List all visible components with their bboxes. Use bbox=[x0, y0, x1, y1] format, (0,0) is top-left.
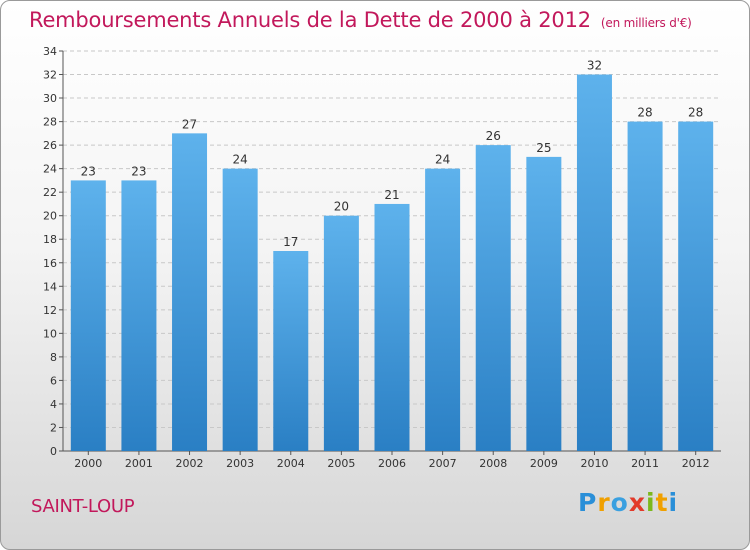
x-tick-label: 2011 bbox=[631, 457, 659, 470]
y-tick-label: 20 bbox=[43, 210, 57, 223]
x-tick-label: 2001 bbox=[125, 457, 153, 470]
y-tick-label: 16 bbox=[43, 257, 57, 270]
x-tick-label: 2007 bbox=[429, 457, 457, 470]
bar-value-label: 20 bbox=[334, 200, 349, 214]
chart-subtitle: (en milliers d'€) bbox=[600, 16, 692, 30]
logo-letter: x bbox=[628, 488, 646, 517]
logo-letter: P bbox=[578, 488, 598, 517]
bar-value-label: 25 bbox=[536, 141, 551, 155]
x-tick-label: 2004 bbox=[277, 457, 305, 470]
logo-letter: i bbox=[646, 488, 656, 517]
bar-value-label: 28 bbox=[688, 106, 703, 120]
y-tick-label: 26 bbox=[43, 139, 57, 152]
logo-letter: o bbox=[610, 488, 629, 517]
bar bbox=[70, 180, 106, 452]
bar bbox=[425, 168, 461, 451]
y-tick-label: 18 bbox=[43, 233, 57, 246]
bar-value-label: 23 bbox=[81, 164, 96, 178]
bar-value-label: 24 bbox=[233, 153, 248, 167]
logo-letter: r bbox=[597, 488, 611, 517]
bar-layer bbox=[70, 74, 714, 452]
logo-letter: i bbox=[668, 488, 679, 517]
y-tick-label: 28 bbox=[43, 116, 57, 129]
bar bbox=[526, 156, 562, 451]
chart-title-text: Remboursements Annuels de la Dette de 20… bbox=[29, 8, 591, 32]
bar bbox=[475, 145, 511, 451]
y-tick-label: 4 bbox=[50, 398, 57, 411]
x-tick-label: 2009 bbox=[530, 457, 558, 470]
y-tick-label: 32 bbox=[43, 69, 57, 82]
bar bbox=[374, 203, 410, 451]
bar-value-label: 17 bbox=[283, 235, 298, 249]
y-tick-label: 24 bbox=[43, 163, 57, 176]
bar bbox=[222, 168, 258, 451]
bar bbox=[121, 180, 157, 452]
y-tick-label: 2 bbox=[50, 421, 57, 434]
x-tick-label: 2000 bbox=[74, 457, 102, 470]
logo-letter: t bbox=[655, 488, 669, 517]
x-tick-label: 2002 bbox=[176, 457, 204, 470]
y-tick-label: 10 bbox=[43, 327, 57, 340]
bar-value-label: 26 bbox=[486, 129, 501, 143]
bar bbox=[172, 133, 208, 451]
x-tick-label: 2005 bbox=[327, 457, 355, 470]
proxiti-logo[interactable]: Proxiti bbox=[578, 488, 678, 517]
x-tick-label: 2008 bbox=[479, 457, 507, 470]
y-tick-label: 14 bbox=[43, 280, 57, 293]
bar bbox=[627, 121, 663, 452]
x-tick-label: 2012 bbox=[682, 457, 710, 470]
bar bbox=[678, 121, 714, 452]
bar-value-label: 23 bbox=[131, 164, 146, 178]
bar bbox=[273, 251, 309, 451]
chart-title: Remboursements Annuels de la Dette de 20… bbox=[29, 8, 692, 32]
x-tick-label: 2006 bbox=[378, 457, 406, 470]
y-tick-label: 30 bbox=[43, 92, 57, 105]
bar bbox=[576, 74, 612, 451]
bar bbox=[323, 215, 359, 451]
y-tick-label: 22 bbox=[43, 186, 57, 199]
y-tick-label: 0 bbox=[50, 445, 57, 458]
bar-value-label: 32 bbox=[587, 59, 602, 73]
y-tick-label: 34 bbox=[43, 45, 57, 58]
label-layer: 23 2000 23 2001 27 2002 24 2003 17 2004 20 2005 21 20… bbox=[74, 59, 709, 470]
y-tick-label: 12 bbox=[43, 304, 57, 317]
y-tick-label: 6 bbox=[50, 374, 57, 387]
city-name: SAINT-LOUP bbox=[31, 496, 135, 517]
x-tick-label: 2010 bbox=[580, 457, 608, 470]
bar-value-label: 28 bbox=[637, 106, 652, 120]
y-tick-label: 8 bbox=[50, 351, 57, 364]
bar-value-label: 27 bbox=[182, 117, 197, 131]
bar-value-label: 21 bbox=[384, 188, 399, 202]
x-tick-label: 2003 bbox=[226, 457, 254, 470]
bar-value-label: 24 bbox=[435, 153, 450, 167]
